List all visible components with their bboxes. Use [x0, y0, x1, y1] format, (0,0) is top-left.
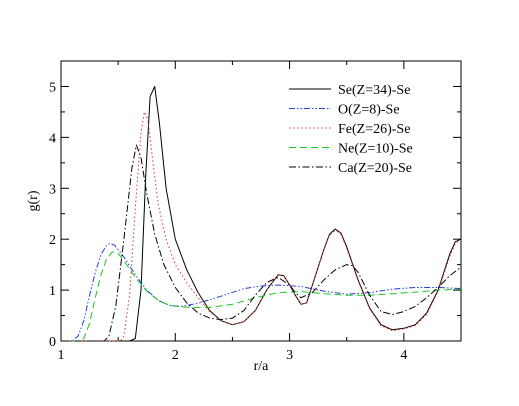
series-line-4: [61, 251, 462, 342]
legend-label: Fe(Z=26)-Se: [338, 122, 410, 137]
series-layer: [61, 86, 462, 342]
y-tick-label: 2: [49, 233, 56, 248]
legend-label: Ne(Z=10)-Se: [338, 142, 413, 157]
legend-label: Se(Z=34)-Se: [338, 83, 410, 98]
plot-frame: [60, 60, 462, 342]
series-line-2: [61, 242, 462, 342]
y-tick-label: 5: [49, 80, 56, 95]
x-tick-label: 2: [172, 348, 179, 363]
y-tick-label: 4: [49, 131, 56, 146]
series-line-3: [61, 111, 462, 342]
legend-label: Ca(Z=20)-Se: [338, 161, 412, 176]
x-tick-label: 4: [400, 348, 407, 363]
y-axis-label: g(r): [26, 190, 41, 211]
y-tick-label: 3: [49, 182, 56, 197]
x-tick-label: 3: [286, 348, 293, 363]
y-tick-label: 0: [49, 335, 56, 350]
y-tick-label: 1: [49, 284, 56, 299]
x-tick-label: 1: [58, 348, 65, 363]
legend-label: O(Z=8)-Se: [338, 103, 400, 118]
series-line-1: [61, 86, 462, 342]
series-line-5: [61, 144, 462, 342]
x-axis-label: r/a: [254, 359, 270, 374]
axis-ticks: [60, 61, 461, 342]
legend: Se(Z=34)-Se O(Z=8)-Se Fe(Z=26)-Se Ne(Z=10)-…: [289, 83, 413, 176]
